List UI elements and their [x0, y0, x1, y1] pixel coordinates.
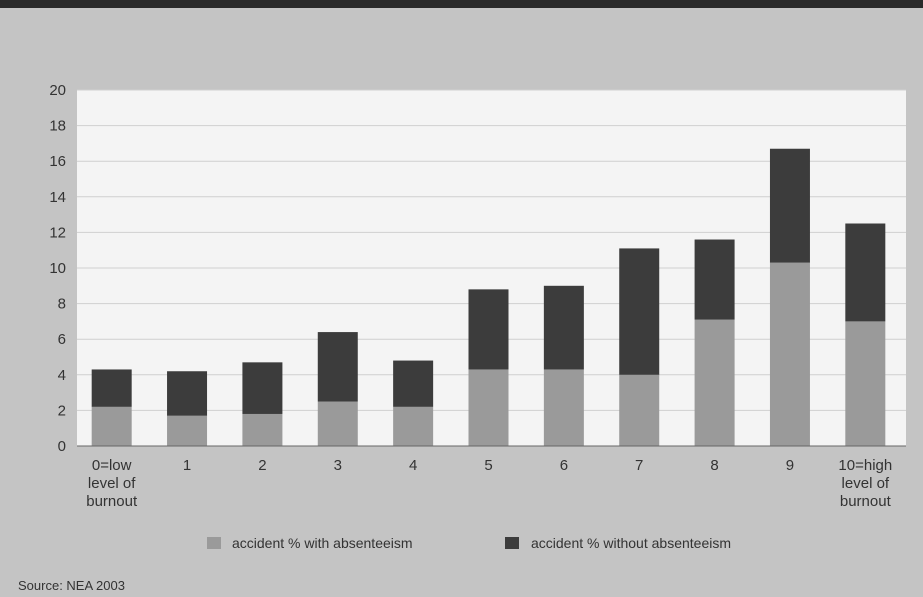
- legend: accident % with absenteeism accident % w…: [207, 535, 731, 551]
- x-tick-label: 8: [710, 457, 718, 474]
- bar-segment-with-absenteeism: [619, 374, 660, 446]
- bar-segment-without-absenteeism: [468, 289, 509, 370]
- legend-label-without-absenteeism: accident % without absenteeism: [531, 535, 731, 551]
- x-tick-label: 5: [484, 457, 492, 474]
- bar-segment-with-absenteeism: [769, 262, 810, 446]
- y-tick-label: 4: [58, 367, 66, 384]
- y-axis-ticks: 0 2 4 6 8 10 12 14 16 18 20: [49, 82, 66, 455]
- bar-segment-without-absenteeism: [317, 332, 358, 402]
- x-tick-label: 4: [409, 457, 417, 474]
- bar-segment-with-absenteeism: [694, 319, 735, 446]
- bar-segment-without-absenteeism: [845, 223, 886, 322]
- x-tick-label: 2: [258, 457, 266, 474]
- y-tick-label: 8: [58, 296, 66, 313]
- bars: [91, 148, 886, 446]
- x-tick-label: 1: [183, 457, 191, 474]
- x-axis-ticks: 0=low level of burnout 1 2 3 4 5 6 7 8 9 10=high leve…: [86, 457, 892, 510]
- y-tick-label: 12: [49, 224, 66, 241]
- legend-swatch-without-absenteeism: [505, 537, 519, 549]
- x-tick-label: 9: [786, 457, 794, 474]
- y-tick-label: 2: [58, 402, 66, 419]
- y-tick-label: 20: [49, 82, 66, 99]
- y-tick-label: 0: [58, 438, 66, 455]
- bar-segment-with-absenteeism: [242, 413, 283, 446]
- bar-segment-without-absenteeism: [242, 362, 283, 414]
- bar-segment-without-absenteeism: [619, 248, 660, 375]
- legend-label-with-absenteeism: accident % with absenteeism: [232, 535, 413, 551]
- legend-swatch-with-absenteeism: [207, 537, 221, 549]
- y-tick-label: 10: [49, 260, 66, 277]
- bar-segment-without-absenteeism: [91, 369, 132, 407]
- bar-segment-with-absenteeism: [317, 401, 358, 446]
- x-tick-label: 7: [635, 457, 643, 474]
- bar-segment-without-absenteeism: [393, 360, 434, 407]
- bar-segment-with-absenteeism: [468, 369, 509, 446]
- bar-segment-without-absenteeism: [167, 371, 208, 416]
- y-tick-label: 6: [58, 331, 66, 348]
- y-tick-label: 16: [49, 153, 66, 170]
- x-tick-label: 10=high level of burnout: [838, 457, 892, 510]
- bar-segment-without-absenteeism: [543, 285, 584, 370]
- x-tick-label: 0=low level of burnout: [86, 457, 138, 510]
- top-border: [0, 0, 923, 8]
- y-tick-label: 14: [49, 189, 66, 206]
- bar-segment-without-absenteeism: [694, 239, 735, 320]
- bar-segment-with-absenteeism: [393, 406, 434, 446]
- bar-segment-with-absenteeism: [91, 406, 132, 446]
- y-tick-label: 18: [49, 118, 66, 135]
- x-tick-label: 6: [560, 457, 568, 474]
- bar-segment-with-absenteeism: [167, 415, 208, 446]
- source-note: Source: NEA 2003: [18, 578, 125, 593]
- x-tick-label: 3: [334, 457, 342, 474]
- bar-segment-without-absenteeism: [769, 148, 810, 263]
- bar-segment-with-absenteeism: [845, 321, 886, 446]
- bar-segment-with-absenteeism: [543, 369, 584, 446]
